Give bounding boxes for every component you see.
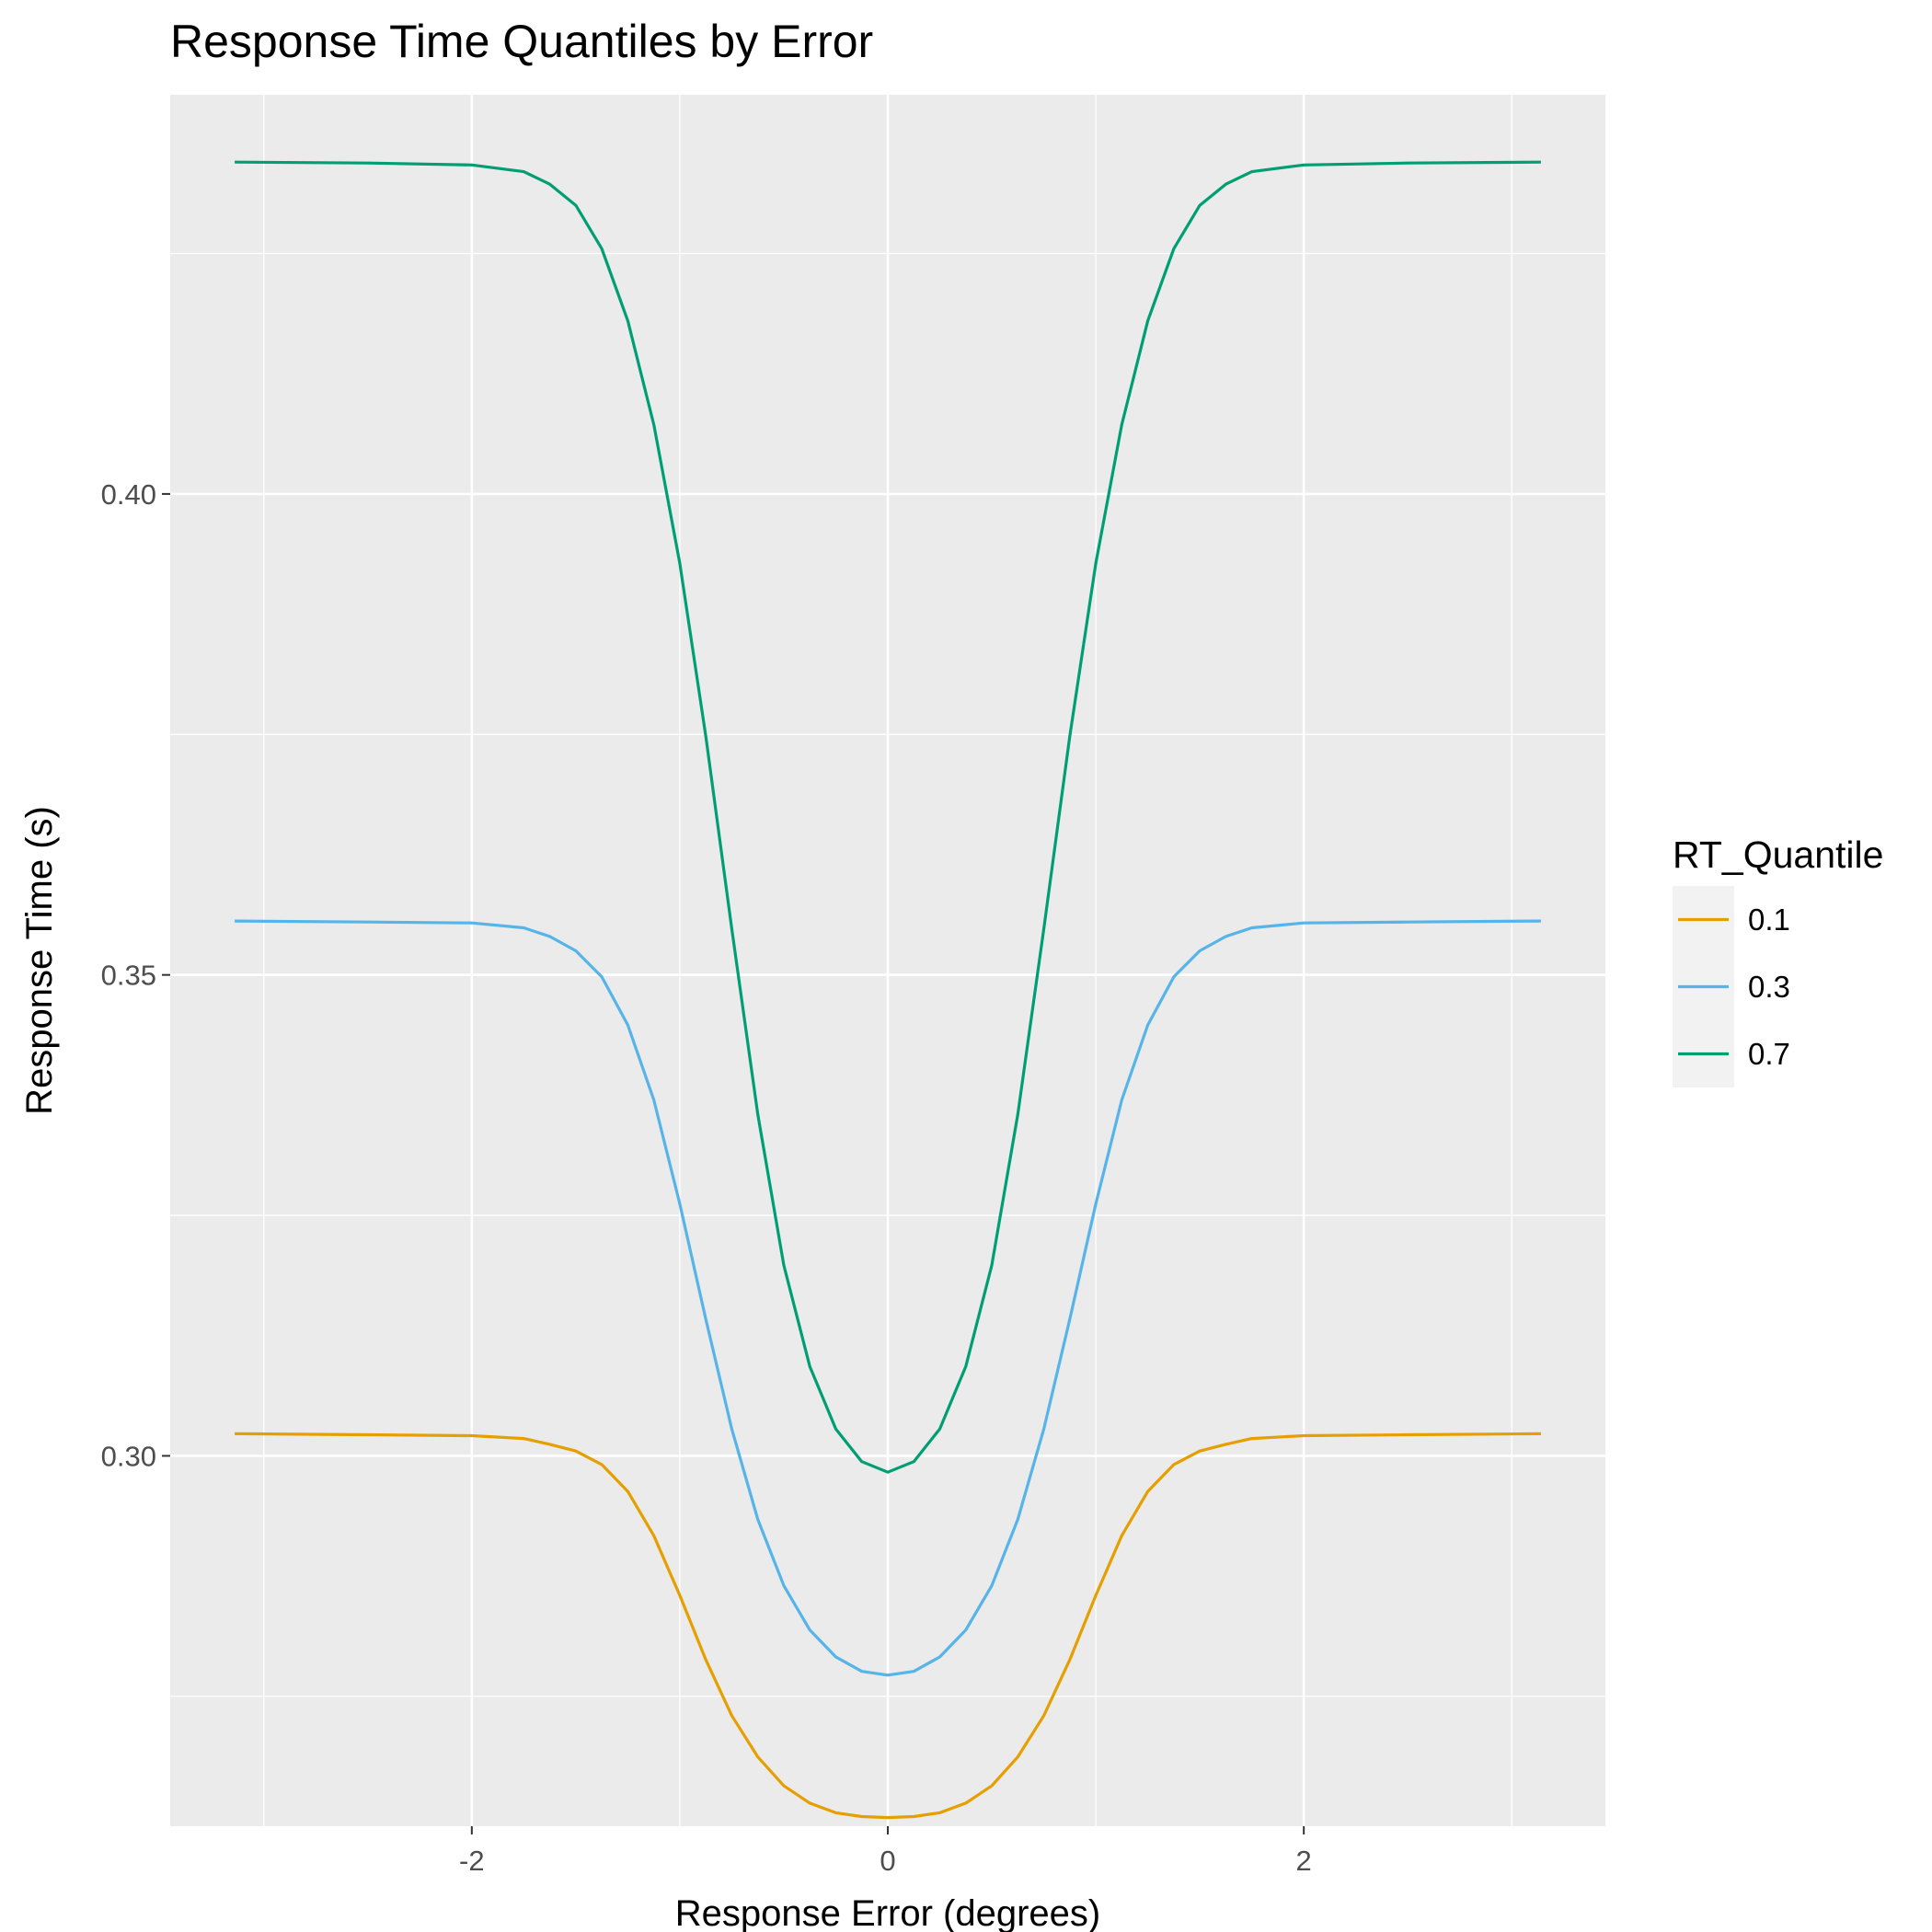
y-tick-label: 0.35 [101,960,156,992]
legend: RT_Quantile 0.1 0.3 0.7 [1673,834,1883,1087]
series-line-0.3 [235,919,1541,1677]
x-tick-label: 0 [880,1845,895,1877]
y-tick-label: 0.30 [101,1440,156,1472]
legend-label-0.1: 0.1 [1748,903,1790,937]
legend-label-0.3: 0.3 [1748,970,1790,1004]
x-tick-label: -2 [459,1845,485,1877]
y-tick-label: 0.40 [101,478,156,511]
y-axis-title: Response Time (s) [19,806,60,1115]
chart-title: Response Time Quantiles by Error [170,16,873,67]
series-line-0.1 [235,1432,1541,1820]
x-tick-label: 2 [1296,1845,1312,1877]
legend-title: RT_Quantile [1673,834,1883,876]
x-axis: -2 0 2 [459,1826,1312,1877]
y-axis: 0.30 0.35 0.40 [101,478,170,1472]
x-axis-title: Response Error (degrees) [675,1893,1100,1932]
series-lines [235,160,1541,1820]
series-line-0.7 [235,160,1541,1474]
legend-keys: 0.1 0.3 0.7 [1673,886,1790,1087]
legend-label-0.7: 0.7 [1748,1037,1790,1071]
major-gridlines [170,95,1605,1826]
